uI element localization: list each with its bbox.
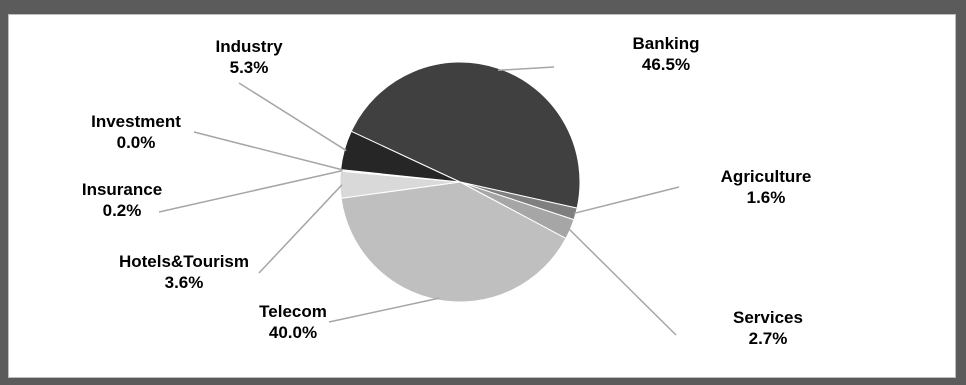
slice-value-banking: 46.5% [642, 55, 690, 74]
pie-chart: Banking 46.5% Agriculture 1.6% Services 2.7% T… [82, 34, 812, 348]
slice-value-industry: 5.3% [230, 58, 269, 77]
slice-label-insurance: Insurance [82, 180, 162, 199]
leader-line-services [567, 227, 677, 336]
slice-label-agriculture: Agriculture [721, 167, 812, 186]
leader-line-telecom [328, 297, 440, 323]
slice-label-industry: Industry [215, 37, 283, 56]
slice-label-telecom: Telecom [259, 302, 327, 321]
leader-line-agriculture [573, 186, 680, 215]
slice-value-services: 2.7% [749, 329, 788, 348]
leader-line-investment [193, 131, 343, 171]
leader-line-hotels-tourism [258, 184, 343, 274]
slice-value-investment: 0.0% [117, 133, 156, 152]
leader-line-insurance [158, 169, 343, 213]
pie-slice-banking [350, 61, 581, 209]
slice-value-hotels-tourism: 3.6% [165, 273, 204, 292]
slice-label-hotels-tourism: Hotels&Tourism [119, 252, 249, 271]
slice-value-insurance: 0.2% [103, 201, 142, 220]
slice-label-investment: Investment [91, 112, 181, 131]
slice-label-banking: Banking [632, 34, 699, 53]
leader-line-banking [497, 66, 555, 72]
plot-area: Banking 46.5% Agriculture 1.6% Services 2.7% T… [8, 14, 956, 378]
slice-value-telecom: 40.0% [269, 323, 317, 342]
pie-slice-telecom [340, 181, 567, 303]
leader-line-industry [238, 82, 347, 152]
slice-label-services: Services [733, 308, 803, 327]
slice-value-agriculture: 1.6% [747, 188, 786, 207]
